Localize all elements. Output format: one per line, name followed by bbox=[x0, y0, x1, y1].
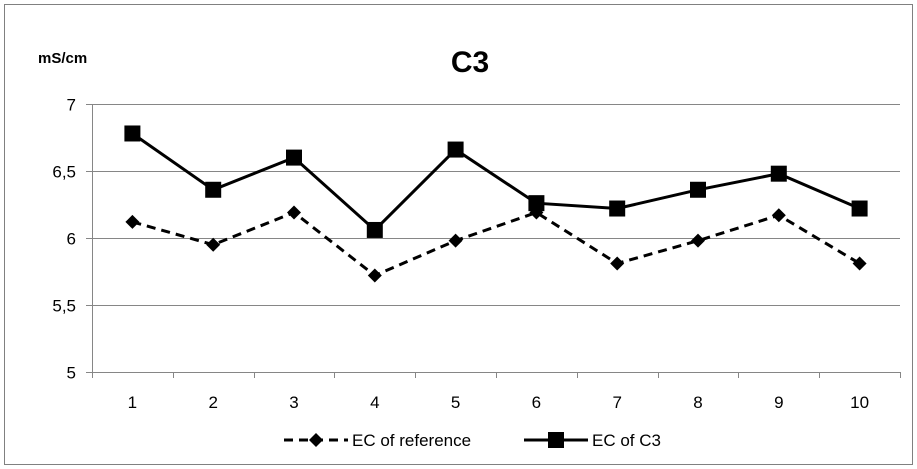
x-tick-label: 4 bbox=[370, 393, 379, 412]
legend-entry-reference: EC of reference bbox=[284, 431, 471, 450]
data-point-diamond bbox=[691, 233, 705, 248]
legend-label: EC of reference bbox=[352, 431, 471, 450]
legend-marker-diamond bbox=[309, 433, 323, 447]
chart-title: C3 bbox=[451, 46, 489, 79]
series-c3 bbox=[124, 125, 868, 238]
data-point-diamond bbox=[206, 237, 221, 252]
x-tick-label: 3 bbox=[289, 393, 298, 412]
x-tick-label: 9 bbox=[774, 393, 783, 412]
data-point-diamond bbox=[287, 205, 301, 220]
series-reference bbox=[125, 205, 867, 283]
axes: 5 5,5 6 6,5 7 1 2 3 4 5 6 7 8 9 10 bbox=[52, 96, 901, 412]
x-tick-label: 6 bbox=[532, 393, 541, 412]
y-tick-label: 7 bbox=[67, 96, 76, 115]
data-point-square bbox=[124, 125, 141, 142]
data-point-square bbox=[447, 141, 464, 158]
data-point-diamond bbox=[610, 256, 625, 271]
series-layer bbox=[124, 125, 868, 283]
y-tick-label: 5,5 bbox=[52, 297, 76, 316]
data-point-square bbox=[205, 181, 222, 198]
series-line bbox=[131, 132, 861, 233]
data-point-diamond bbox=[448, 233, 463, 248]
chart-border bbox=[4, 4, 913, 465]
y-tick-label: 6,5 bbox=[52, 163, 76, 182]
data-point-diamond bbox=[125, 214, 140, 229]
x-tick-label: 7 bbox=[612, 393, 621, 412]
data-point-diamond bbox=[367, 268, 382, 283]
x-tick-label: 5 bbox=[451, 393, 460, 412]
legend-label: EC of C3 bbox=[592, 431, 661, 450]
legend-entry-c3: EC of C3 bbox=[524, 431, 661, 450]
data-point-square bbox=[609, 200, 626, 217]
data-point-diamond bbox=[852, 256, 867, 271]
data-point-square bbox=[690, 181, 706, 198]
y-axis-label: mS/cm bbox=[38, 50, 87, 67]
data-point-square bbox=[528, 195, 545, 212]
y-tick-label: 6 bbox=[67, 230, 76, 249]
data-point-square bbox=[770, 165, 787, 182]
x-tick-label: 8 bbox=[693, 393, 702, 412]
data-point-square bbox=[851, 200, 868, 217]
legend-marker-square bbox=[548, 432, 564, 448]
data-point-square bbox=[366, 221, 383, 238]
x-tick-label: 2 bbox=[208, 393, 217, 412]
data-point-diamond bbox=[771, 208, 786, 223]
x-tick-label: 10 bbox=[850, 393, 869, 412]
series-line bbox=[131, 210, 861, 278]
y-tick-label: 5 bbox=[67, 364, 76, 383]
legend: EC of reference EC of C3 bbox=[284, 431, 661, 450]
x-tick-label: 1 bbox=[128, 393, 137, 412]
data-point-square bbox=[286, 149, 302, 166]
